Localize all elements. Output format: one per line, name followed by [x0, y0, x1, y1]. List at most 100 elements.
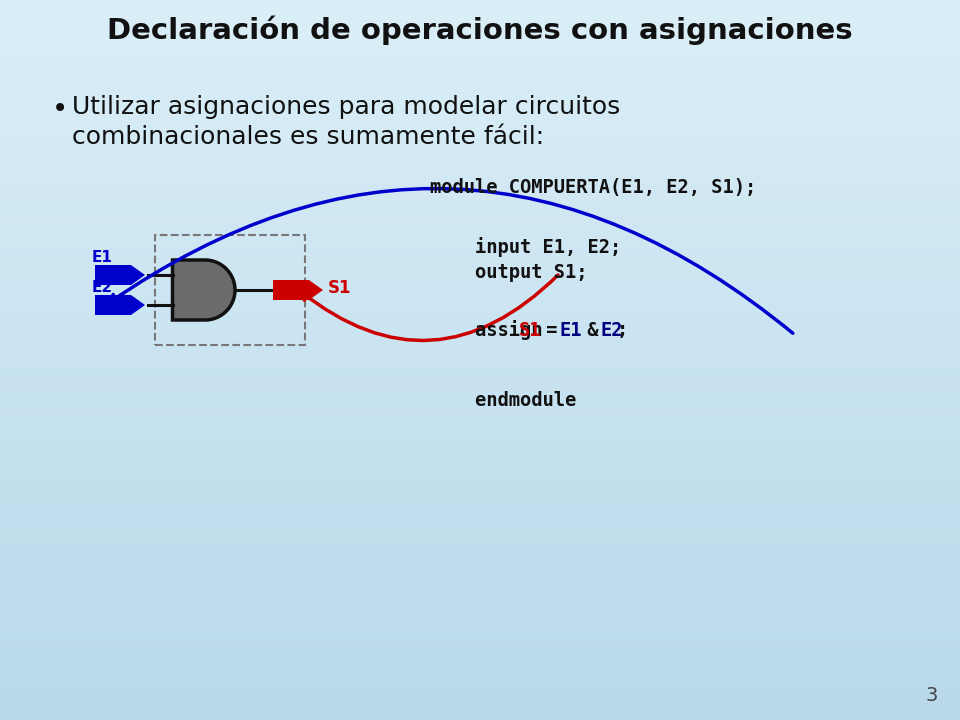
Bar: [0, 180, 960, 184]
Text: =: =: [536, 320, 569, 340]
Bar: [0, 144, 960, 148]
Bar: [0, 248, 960, 252]
Bar: [0, 18, 960, 22]
Bar: [0, 317, 960, 320]
Bar: [0, 468, 960, 472]
Bar: [0, 389, 960, 392]
Bar: [0, 104, 960, 108]
Bar: [0, 601, 960, 605]
Bar: [0, 472, 960, 475]
Bar: [0, 259, 960, 263]
Bar: [0, 436, 960, 439]
Bar: [0, 155, 960, 158]
Bar: [0, 522, 960, 526]
Bar: [0, 252, 960, 256]
Bar: [0, 14, 960, 18]
Bar: [0, 439, 960, 443]
Bar: [0, 378, 960, 382]
Bar: [0, 572, 960, 576]
Bar: [0, 137, 960, 140]
Bar: [0, 176, 960, 180]
Bar: [0, 626, 960, 630]
Bar: [0, 216, 960, 220]
Bar: [0, 428, 960, 432]
Bar: [0, 454, 960, 457]
Bar: [0, 371, 960, 374]
Bar: [0, 234, 960, 238]
Bar: [0, 7, 960, 11]
Bar: [0, 86, 960, 90]
Text: 3: 3: [925, 686, 938, 705]
Bar: [0, 115, 960, 119]
Bar: [0, 202, 960, 205]
Bar: [0, 544, 960, 547]
Bar: [0, 407, 960, 410]
Bar: [0, 554, 960, 558]
Text: endmodule: endmodule: [430, 390, 576, 410]
Bar: [0, 662, 960, 666]
Bar: [0, 569, 960, 572]
Bar: [0, 450, 960, 454]
Bar: [0, 320, 960, 324]
Bar: [0, 25, 960, 29]
Text: output S1;: output S1;: [430, 264, 588, 282]
Bar: [0, 536, 960, 540]
Bar: [0, 94, 960, 97]
Bar: [0, 486, 960, 490]
Bar: [155, 235, 304, 345]
Text: &: &: [576, 320, 610, 340]
Bar: [0, 356, 960, 360]
Bar: [0, 148, 960, 151]
Text: S1: S1: [519, 320, 541, 340]
Text: E2: E2: [92, 279, 113, 294]
Bar: [0, 659, 960, 662]
Text: E2: E2: [600, 320, 623, 340]
Bar: [0, 385, 960, 389]
Bar: [0, 302, 960, 306]
Bar: [0, 461, 960, 464]
Bar: [0, 716, 960, 720]
Bar: [0, 482, 960, 486]
Bar: [0, 432, 960, 436]
Bar: [0, 508, 960, 511]
Bar: [0, 256, 960, 259]
Bar: [0, 666, 960, 670]
Bar: [0, 122, 960, 126]
Bar: [0, 464, 960, 468]
Bar: [0, 227, 960, 230]
Bar: [0, 695, 960, 698]
Bar: [0, 374, 960, 378]
Bar: [0, 558, 960, 562]
Bar: [0, 587, 960, 590]
Bar: [0, 108, 960, 112]
Bar: [0, 22, 960, 25]
Bar: [0, 562, 960, 565]
Bar: [0, 295, 960, 299]
FancyArrowPatch shape: [108, 189, 793, 333]
Bar: [0, 338, 960, 342]
Bar: [0, 281, 960, 284]
Bar: [0, 623, 960, 626]
Bar: [0, 367, 960, 371]
Bar: [0, 220, 960, 223]
Text: module COMPUERTA(E1, E2, S1);: module COMPUERTA(E1, E2, S1);: [430, 179, 756, 197]
Bar: [0, 119, 960, 122]
Bar: [0, 511, 960, 515]
Bar: [0, 396, 960, 400]
Bar: [0, 457, 960, 461]
Bar: [0, 209, 960, 212]
Bar: [0, 497, 960, 500]
Bar: [0, 43, 960, 47]
Bar: [0, 198, 960, 202]
Bar: [0, 346, 960, 349]
Bar: [0, 551, 960, 554]
Bar: [0, 169, 960, 173]
FancyArrowPatch shape: [300, 275, 558, 341]
Text: S1: S1: [328, 279, 351, 297]
Bar: [0, 212, 960, 216]
Bar: [0, 619, 960, 623]
Bar: [0, 166, 960, 169]
Bar: [0, 223, 960, 227]
Bar: [0, 11, 960, 14]
Polygon shape: [95, 295, 145, 315]
